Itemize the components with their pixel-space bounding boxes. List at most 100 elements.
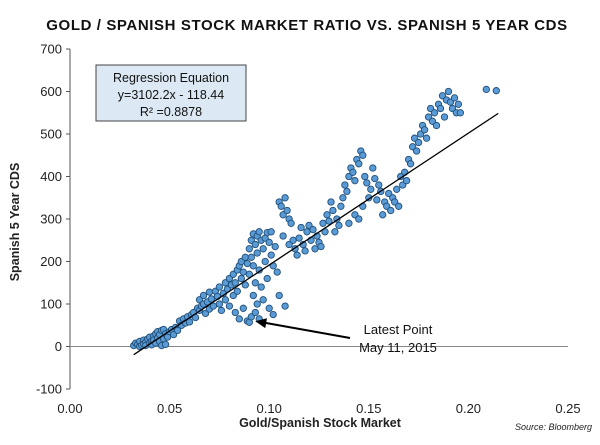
data-point	[265, 238, 273, 247]
data-point	[267, 228, 275, 236]
data-point	[450, 94, 459, 102]
data-point	[253, 249, 261, 257]
x-axis-label: Gold/Spanish Stock Market	[239, 416, 402, 430]
data-point	[215, 283, 224, 291]
data-point	[249, 262, 257, 270]
data-point	[243, 259, 251, 268]
data-point	[432, 121, 441, 130]
regression-box: Regression Equation y=3102.2x - 118.44 R…	[95, 64, 247, 122]
data-point	[414, 138, 423, 147]
data-point	[345, 219, 353, 227]
data-point	[287, 219, 295, 227]
data-point	[161, 340, 170, 349]
data-point	[311, 245, 319, 253]
annotation-arrow-head	[255, 318, 267, 329]
data-point	[277, 202, 285, 210]
chart-title: GOLD / SPANISH STOCK MARKET RATIO VS. SP…	[46, 17, 567, 34]
data-point	[173, 326, 182, 335]
data-point	[444, 87, 453, 96]
data-point	[339, 194, 347, 202]
data-point	[395, 202, 403, 210]
x-tick-label: 0.05	[157, 401, 182, 416]
data-point	[343, 187, 351, 196]
data-point	[355, 160, 363, 168]
annotation-label: Latest Point	[364, 322, 433, 337]
data-point	[329, 206, 337, 215]
data-point	[337, 202, 345, 210]
x-tick-label: 0.15	[356, 401, 381, 416]
data-point	[303, 228, 311, 236]
data-point	[267, 251, 275, 259]
data-point	[355, 215, 363, 223]
data-point	[361, 172, 369, 181]
data-point	[317, 242, 325, 251]
data-point	[245, 245, 253, 253]
data-point	[185, 318, 194, 326]
data-point	[379, 211, 387, 219]
data-point	[263, 274, 271, 283]
regression-heading: Regression Equation	[113, 71, 229, 85]
data-point	[233, 287, 241, 295]
regression-line	[133, 112, 499, 356]
data-point	[430, 109, 439, 117]
data-point	[363, 179, 371, 187]
data-point	[199, 291, 208, 300]
data-point	[251, 308, 259, 317]
data-point	[249, 291, 257, 300]
y-tick-label: -100	[36, 382, 62, 397]
data-point	[369, 164, 377, 172]
x-tick-label: 0.20	[456, 401, 481, 416]
x-tick-label: 0.25	[555, 401, 580, 416]
data-point	[301, 247, 309, 255]
data-point	[371, 174, 379, 183]
data-point	[253, 300, 261, 308]
y-tick-label: 500	[40, 127, 62, 142]
data-point	[454, 100, 463, 108]
data-point	[247, 253, 255, 261]
data-point	[373, 196, 381, 204]
data-point	[393, 185, 401, 193]
data-point	[207, 295, 216, 303]
data-point	[217, 306, 226, 315]
y-tick-label: 400	[40, 169, 62, 184]
data-point	[323, 211, 331, 219]
regression-equation: y=3102.2x - 118.44	[118, 88, 224, 102]
data-point	[295, 234, 303, 242]
data-point	[325, 217, 333, 225]
data-point	[297, 223, 305, 232]
data-point	[309, 225, 317, 234]
data-point	[402, 177, 411, 185]
data-point	[241, 281, 249, 289]
data-point	[327, 198, 335, 206]
y-tick-label: 0	[55, 339, 62, 354]
data-point	[251, 240, 259, 249]
data-point	[225, 302, 234, 310]
data-point	[375, 181, 383, 189]
y-tick-label: 100	[40, 297, 62, 312]
y-tick-label: 600	[40, 84, 62, 99]
y-tick-label: 700	[40, 42, 62, 57]
data-point	[257, 283, 265, 291]
data-point	[293, 251, 301, 259]
data-point	[215, 300, 224, 308]
x-tick-label: 0.10	[257, 401, 282, 416]
data-point	[422, 134, 431, 142]
data-point	[341, 181, 349, 189]
data-point	[351, 177, 359, 185]
data-point	[406, 160, 415, 168]
data-point	[367, 185, 375, 193]
x-tick-label: 0.00	[57, 401, 82, 416]
data-point	[412, 147, 421, 155]
data-point	[359, 151, 367, 159]
regression-line-layer	[133, 112, 499, 356]
y-axis-label: Spanish 5 Year CDS	[8, 163, 22, 282]
regression-r-squared: R² =0.8878	[140, 105, 202, 119]
regression-box-background	[95, 64, 247, 122]
data-point	[255, 228, 263, 236]
data-point	[482, 85, 490, 94]
data-point	[492, 87, 500, 95]
data-point	[239, 268, 247, 276]
annotation-arrow-shaft	[263, 321, 351, 339]
axes: -100 0 100 200 300 400 500 600 700 0.00 0.05 0.10 0.…	[36, 42, 581, 417]
